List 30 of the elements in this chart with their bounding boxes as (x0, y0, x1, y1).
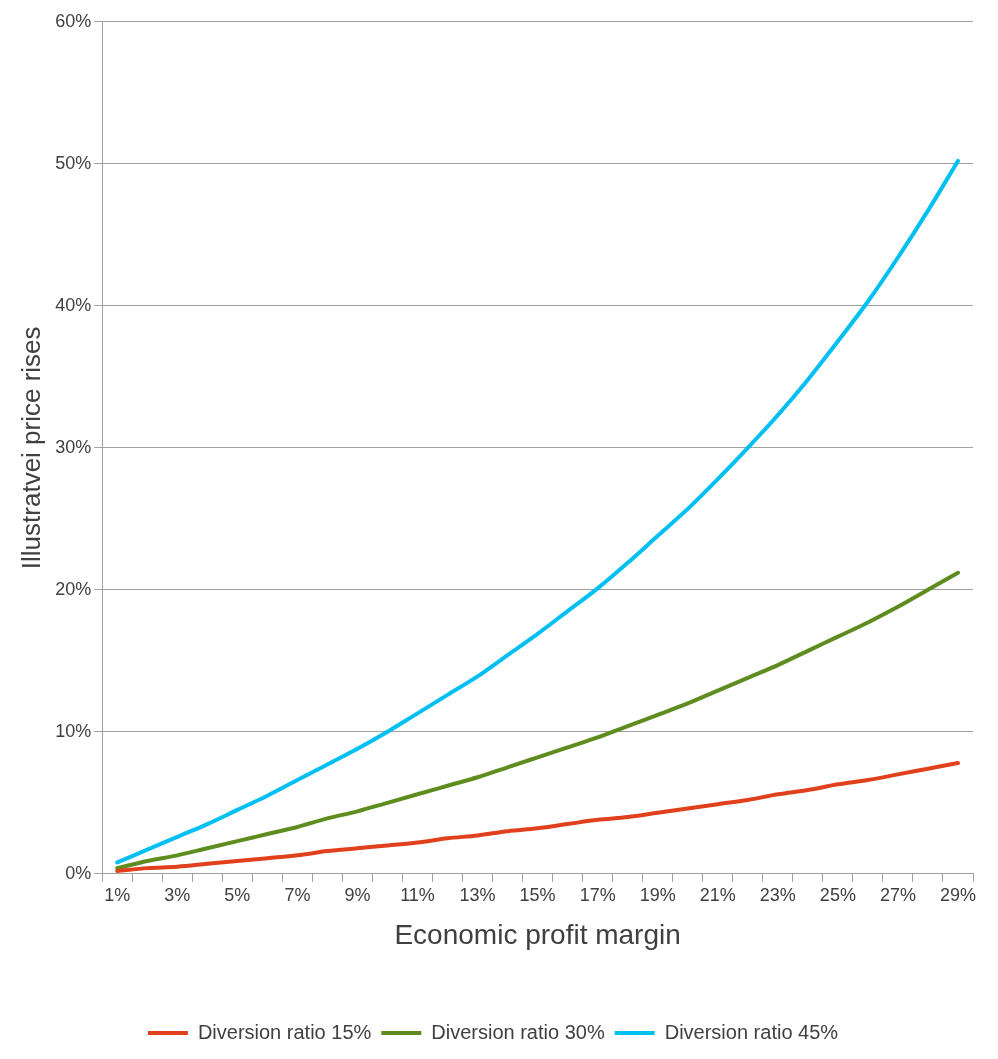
y-tick-label: 50% (55, 152, 92, 173)
line-series (115, 570, 960, 871)
legend-label: Diversion ratio 45% (664, 1020, 839, 1043)
x-tick-label: 25% (819, 884, 856, 905)
y-tick-label: 60% (55, 10, 92, 31)
x-tick-label: 13% (459, 884, 496, 905)
y-tick-label: 20% (55, 578, 92, 599)
y-tick-label: 0% (65, 862, 92, 883)
x-tick-label: 23% (759, 884, 796, 905)
x-tick-label: 7% (284, 884, 311, 905)
y-axis-title: Illustratvei price rises (15, 326, 46, 570)
x-tick-label: 29% (939, 884, 976, 905)
legend-label: Diversion ratio 30% (431, 1020, 605, 1043)
legend-label: Diversion ratio 15% (197, 1020, 372, 1043)
x-tick-label: 5% (224, 884, 251, 905)
x-tick-label: 19% (639, 884, 676, 905)
line-series (115, 761, 960, 873)
line-series (115, 158, 960, 865)
x-tick-label: 17% (579, 884, 616, 905)
x-tick-label: 15% (519, 884, 556, 905)
x-tick-label: 27% (879, 884, 916, 905)
y-tick-label: 40% (55, 294, 92, 315)
x-tick-label: 1% (104, 884, 131, 905)
x-tick-label: 9% (344, 884, 371, 905)
y-tick-label: 10% (55, 720, 92, 741)
y-tick-label: 30% (55, 436, 92, 457)
x-tick-label: 21% (699, 884, 736, 905)
x-tick-label: 11% (400, 884, 435, 905)
x-axis-title: Economic profit margin (394, 918, 681, 950)
x-tick-label: 3% (164, 884, 191, 905)
